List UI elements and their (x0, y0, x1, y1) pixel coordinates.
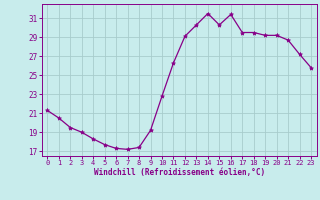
X-axis label: Windchill (Refroidissement éolien,°C): Windchill (Refroidissement éolien,°C) (94, 168, 265, 177)
